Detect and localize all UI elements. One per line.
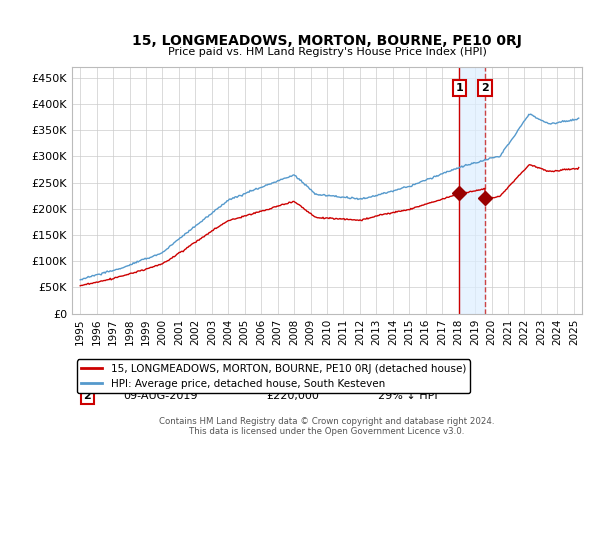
Legend: 15, LONGMEADOWS, MORTON, BOURNE, PE10 0RJ (detached house), HPI: Average price, : 15, LONGMEADOWS, MORTON, BOURNE, PE10 0R… (77, 360, 470, 393)
Text: 09-AUG-2019: 09-AUG-2019 (123, 391, 197, 401)
Text: £230,000: £230,000 (266, 379, 319, 389)
Text: 1: 1 (83, 379, 91, 389)
Text: 1: 1 (455, 83, 463, 93)
Title: 15, LONGMEADOWS, MORTON, BOURNE, PE10 0RJ: 15, LONGMEADOWS, MORTON, BOURNE, PE10 0R… (132, 34, 522, 48)
Text: 2: 2 (83, 391, 91, 401)
Text: 12-JAN-2018: 12-JAN-2018 (123, 379, 193, 389)
Text: £220,000: £220,000 (266, 391, 319, 401)
Text: 21% ↓ HPI: 21% ↓ HPI (378, 379, 437, 389)
Text: Price paid vs. HM Land Registry's House Price Index (HPI): Price paid vs. HM Land Registry's House … (167, 48, 487, 57)
Bar (459, 67, 485, 314)
Text: 2: 2 (481, 83, 489, 93)
Text: Contains HM Land Registry data © Crown copyright and database right 2024.
This d: Contains HM Land Registry data © Crown c… (159, 417, 495, 436)
Text: 29% ↓ HPI: 29% ↓ HPI (378, 391, 437, 401)
